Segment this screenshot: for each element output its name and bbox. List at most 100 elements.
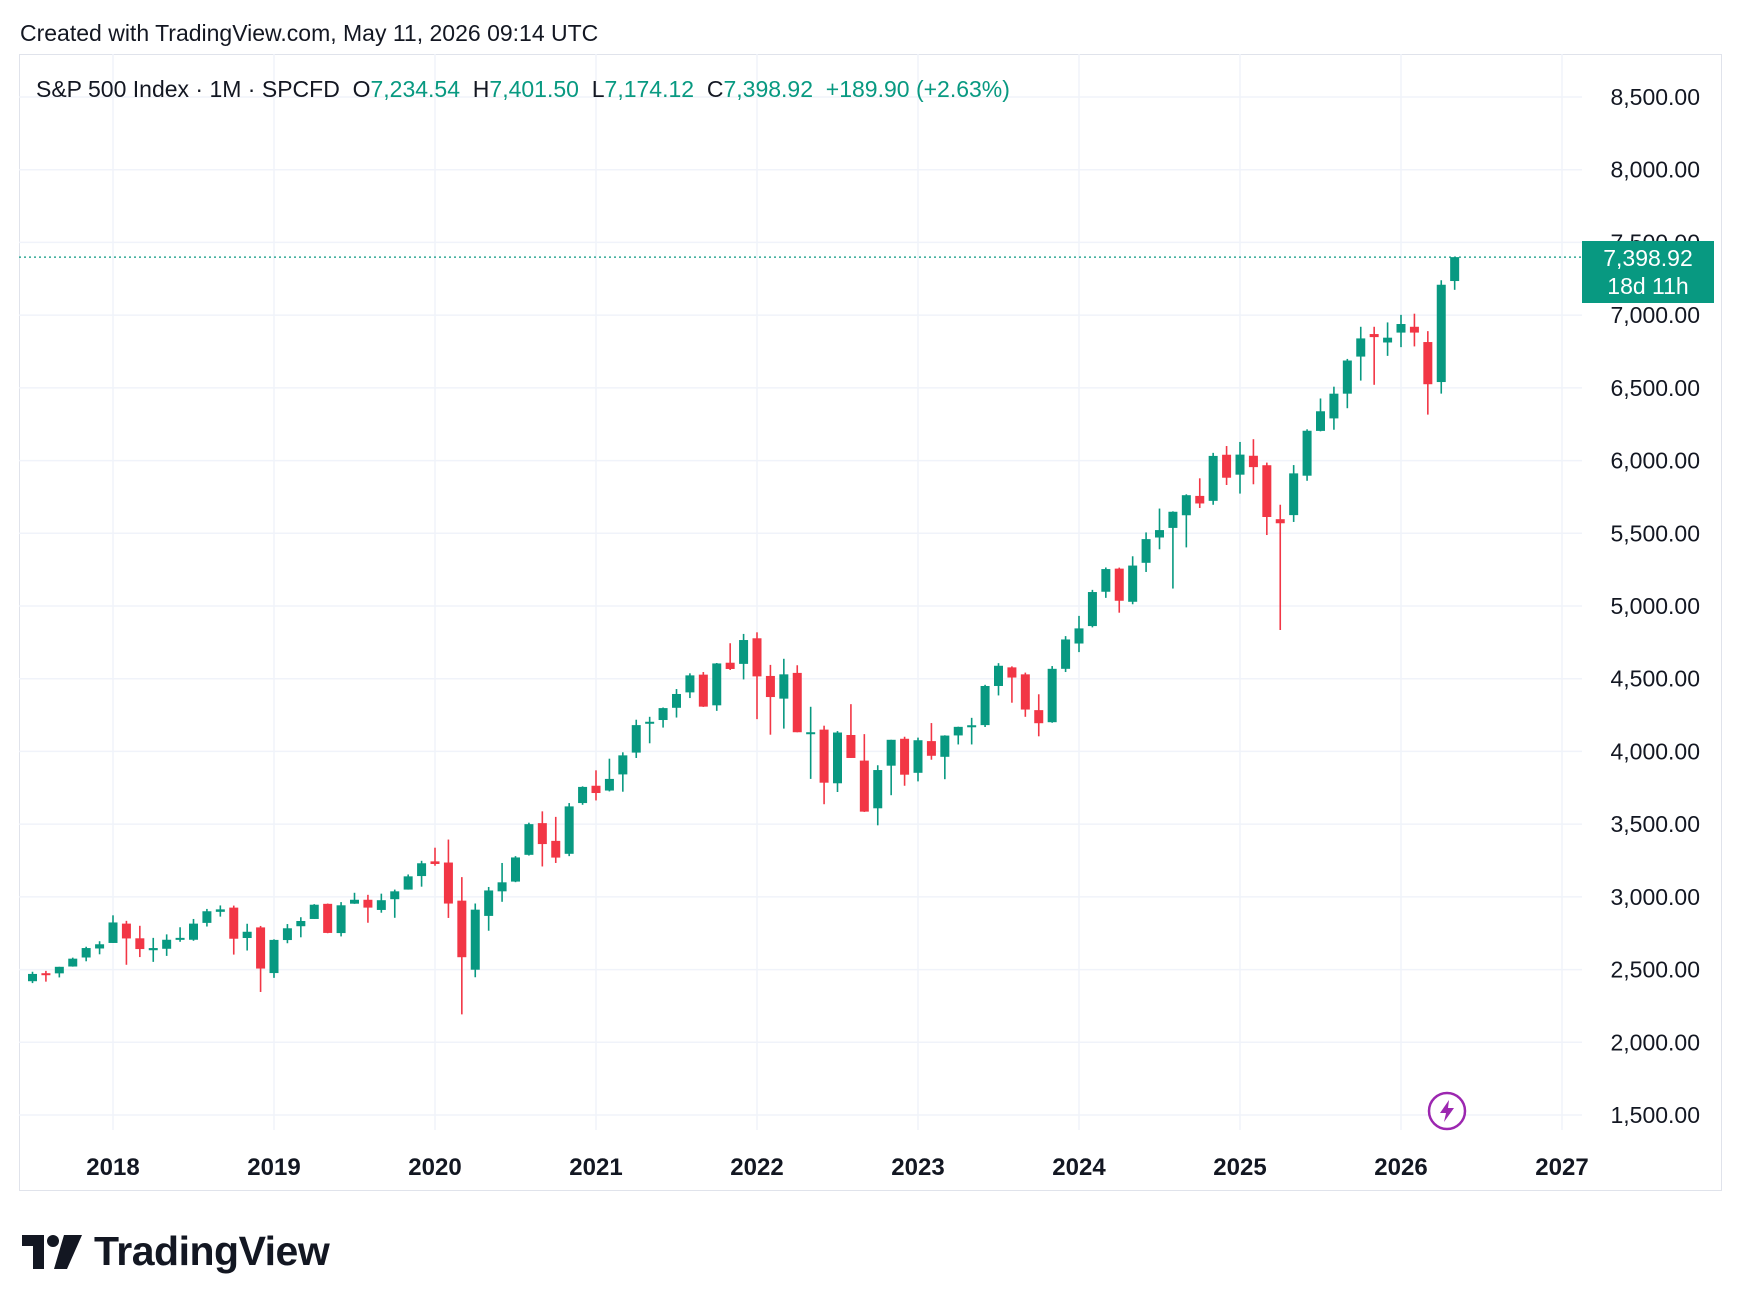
symbol-label[interactable]: S&P 500 Index · 1M · SPCFD: [36, 76, 340, 102]
x-tick-label: 2024: [1052, 1154, 1106, 1181]
candle-body: [1020, 674, 1030, 710]
candle-body: [28, 973, 37, 982]
x-tick-label: 2026: [1374, 1154, 1427, 1181]
candle: [497, 862, 507, 902]
candle: [537, 811, 547, 867]
candle-body: [1450, 257, 1460, 282]
low-label: L: [591, 76, 605, 102]
candle: [994, 663, 1003, 696]
candle-body: [739, 640, 749, 664]
candle: [108, 915, 118, 943]
y-tick-label: 1,500.00: [1610, 1102, 1700, 1128]
x-tick-label: 2018: [86, 1154, 139, 1181]
candle-body: [1114, 568, 1124, 601]
candle: [1316, 398, 1325, 432]
candle: [336, 902, 346, 937]
y-tick-label: 5,000.00: [1610, 593, 1700, 619]
candle-body: [121, 923, 131, 939]
candle: [833, 731, 842, 793]
candle-body: [443, 862, 453, 904]
candle-body: [1087, 592, 1097, 627]
lightning-bolt-icon[interactable]: [1427, 1091, 1467, 1131]
candle-body: [511, 857, 520, 882]
price-chart[interactable]: 1,500.00 2,000.00 2,500.00 3,000.00 3,500.00…: [0, 0, 1742, 1200]
candle: [752, 632, 762, 720]
candle: [323, 903, 333, 934]
candle: [1208, 452, 1218, 505]
candle: [564, 803, 574, 857]
candle-body: [1383, 337, 1393, 343]
candle: [980, 684, 990, 727]
candle: [645, 716, 655, 744]
candle-body: [363, 899, 373, 908]
high-label: H: [472, 76, 490, 102]
candle: [28, 971, 37, 984]
candle-body: [175, 937, 185, 940]
candle: [1020, 672, 1030, 717]
x-tick-label: 2023: [891, 1154, 944, 1181]
candle-body: [604, 778, 614, 791]
candle-body: [376, 900, 386, 910]
candle-body: [1208, 455, 1218, 501]
candle-body: [752, 638, 762, 677]
x-tick-label: 2021: [569, 1154, 622, 1181]
candle-body: [779, 674, 789, 699]
chart-frame: [19, 54, 1722, 1191]
candle: [940, 735, 950, 780]
candle-body: [41, 973, 51, 976]
y-tick-label: 4,000.00: [1610, 738, 1700, 764]
candle: [511, 856, 520, 883]
candle: [1061, 636, 1071, 673]
candle: [269, 939, 279, 978]
candle: [873, 765, 883, 826]
candle-body: [1007, 667, 1017, 678]
candle-body: [135, 938, 145, 950]
candle: [403, 874, 413, 890]
candle: [859, 734, 869, 812]
candle-body: [725, 662, 735, 669]
candle-body: [1168, 511, 1178, 528]
candle: [68, 957, 78, 967]
candle: [443, 839, 453, 918]
tradingview-logo-icon: [22, 1234, 82, 1269]
candle: [1436, 280, 1446, 394]
candle-body: [980, 685, 990, 726]
candle-body: [1128, 565, 1138, 602]
candle-body: [524, 824, 534, 855]
last-price-value: 7,398.92: [1603, 245, 1693, 271]
candle: [819, 725, 829, 805]
price-axis[interactable]: 1,500.00 2,000.00 2,500.00 3,000.00 3,500.00…: [1610, 84, 1700, 1128]
candle-body: [859, 760, 869, 812]
candle: [1302, 429, 1312, 481]
x-tick-label: 2022: [730, 1154, 783, 1181]
y-tick-label: 2,500.00: [1610, 957, 1700, 983]
candle-body: [1302, 430, 1312, 476]
candle-body: [1074, 628, 1084, 644]
candle: [1007, 666, 1017, 703]
candle-body: [1396, 324, 1406, 333]
candle: [95, 941, 105, 955]
time-axis[interactable]: 2018 2019 2020 2021 2022 2023 2024 2025 2026 2027: [86, 1154, 1588, 1181]
candle: [1168, 511, 1178, 589]
y-tick-label: 3,000.00: [1610, 884, 1700, 910]
candle: [1396, 314, 1406, 348]
candle-body: [591, 785, 601, 794]
high-value: 7,401.50: [489, 76, 579, 102]
candle-body: [1342, 360, 1352, 394]
candle-body: [215, 909, 225, 912]
candle-body: [189, 923, 198, 940]
candle-body: [1423, 342, 1433, 385]
candle-body: [484, 890, 494, 916]
tradingview-logo[interactable]: TradingView: [22, 1228, 330, 1275]
candle: [712, 663, 722, 711]
candle-body: [336, 905, 346, 934]
close-label: C: [706, 76, 724, 102]
candle: [1248, 439, 1258, 485]
candle: [1262, 462, 1272, 536]
candle-body: [886, 739, 896, 766]
candle: [202, 908, 212, 927]
candle: [350, 892, 359, 904]
candle: [1087, 589, 1097, 628]
y-tick-label: 6,000.00: [1610, 448, 1700, 474]
candle: [242, 923, 252, 951]
